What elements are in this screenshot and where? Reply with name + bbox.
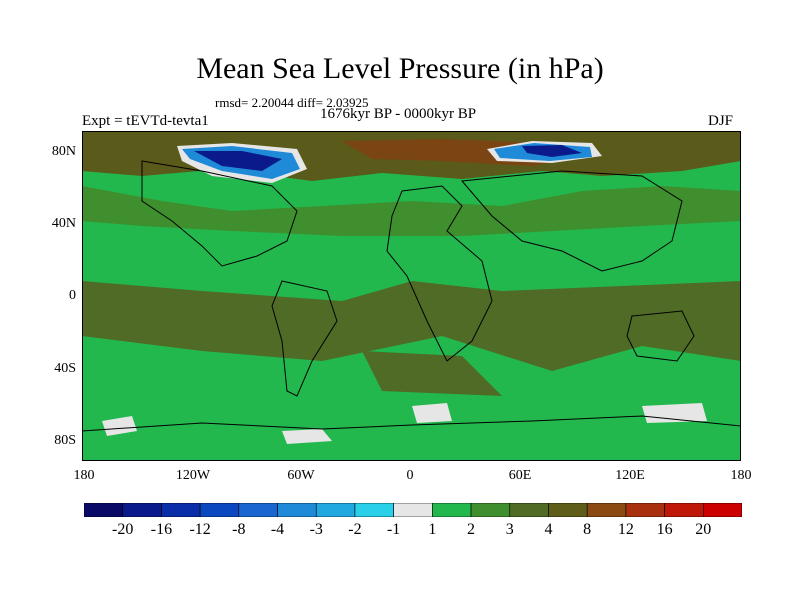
colorbar-swatch: [238, 503, 278, 517]
colorbar: [84, 503, 742, 517]
asia-coast: [460, 170, 683, 272]
colorbar-swatch: [277, 503, 317, 517]
colorbar-label: -1: [386, 521, 401, 538]
colorbar-swatch: [586, 503, 627, 517]
antarctic-patch-2: [282, 429, 332, 444]
pressure-map: [82, 131, 741, 461]
lon-tick-label: 120E: [615, 468, 645, 483]
colorbar-swatch: [354, 503, 394, 517]
lon-tick-label: 180: [73, 468, 95, 483]
antarctic-patch-1: [102, 416, 137, 436]
lon-tick-label: 180: [730, 468, 752, 483]
period-subtitle: 1676kyr BP - 0000kyr BP: [320, 106, 477, 122]
lat-tick-label: 80N: [51, 144, 76, 159]
lon-tick-label: 120W: [175, 468, 211, 483]
lon-tick-label: 60E: [508, 468, 532, 483]
lat-tick-label: 40N: [51, 216, 76, 231]
colorbar-swatch: [432, 503, 472, 517]
antarctic-patch-4: [642, 403, 707, 423]
colorbar-swatch: [664, 503, 704, 517]
colorbar-label: -12: [189, 521, 211, 538]
colorbar-swatch: [199, 503, 240, 517]
siberia-low-core: [522, 145, 582, 157]
south-atlantic-band: [362, 351, 502, 396]
greenland-low-core: [194, 151, 282, 171]
colorbar-label: -3: [309, 521, 323, 538]
colorbar-label: 20: [695, 521, 712, 538]
lat-tick-label: 80S: [54, 433, 76, 448]
chart-title: Mean Sea Level Pressure (in hPa): [196, 52, 604, 85]
colorbar-swatch: [161, 503, 201, 517]
colorbar-label: 2: [467, 521, 476, 538]
colorbar-swatch: [84, 503, 124, 517]
colorbar-swatch: [702, 503, 742, 517]
experiment-label: Expt = tEVTd-tevta1: [82, 113, 209, 129]
lat-tick-label: 0: [69, 288, 76, 303]
colorbar-swatch: [548, 503, 588, 517]
colorbar-label: 8: [583, 521, 592, 538]
colorbar-label: 4: [544, 521, 553, 538]
antarctica-coast: [82, 415, 741, 432]
colorbar-swatch: [470, 503, 511, 517]
colorbar-label: 12: [617, 521, 634, 538]
lat-tick-label: 40S: [54, 361, 76, 376]
north-america-coast: [141, 160, 298, 267]
north-band: [82, 186, 741, 236]
colorbar-swatch: [122, 503, 162, 517]
colorbar-swatch: [315, 503, 356, 517]
tropical-band: [82, 281, 741, 371]
antarctic-patch-3: [412, 403, 452, 423]
lon-tick-label: 60W: [287, 468, 315, 483]
colorbar-label: -8: [232, 521, 246, 538]
south-america-coast: [271, 280, 338, 397]
colorbar-swatch: [625, 503, 665, 517]
stats-subtitle: rmsd= 2.20044 diff= 2.03925: [215, 95, 369, 110]
colorbar-label: 16: [656, 521, 673, 538]
colorbar-swatch: [393, 503, 433, 517]
australia-coast: [626, 310, 695, 362]
colorbar-label: -20: [112, 521, 134, 538]
colorbar-label: -4: [270, 521, 285, 538]
map-frame: [82, 131, 741, 461]
lon-tick-label: 0: [406, 468, 414, 483]
colorbar-label: -2: [348, 521, 362, 538]
colorbar-label: 3: [505, 521, 514, 538]
europe-africa-coast: [386, 185, 493, 362]
colorbar-swatch: [509, 503, 549, 517]
season-label: DJF: [708, 113, 734, 129]
colorbar-label: 1: [428, 521, 437, 538]
colorbar-label: -16: [150, 521, 173, 538]
